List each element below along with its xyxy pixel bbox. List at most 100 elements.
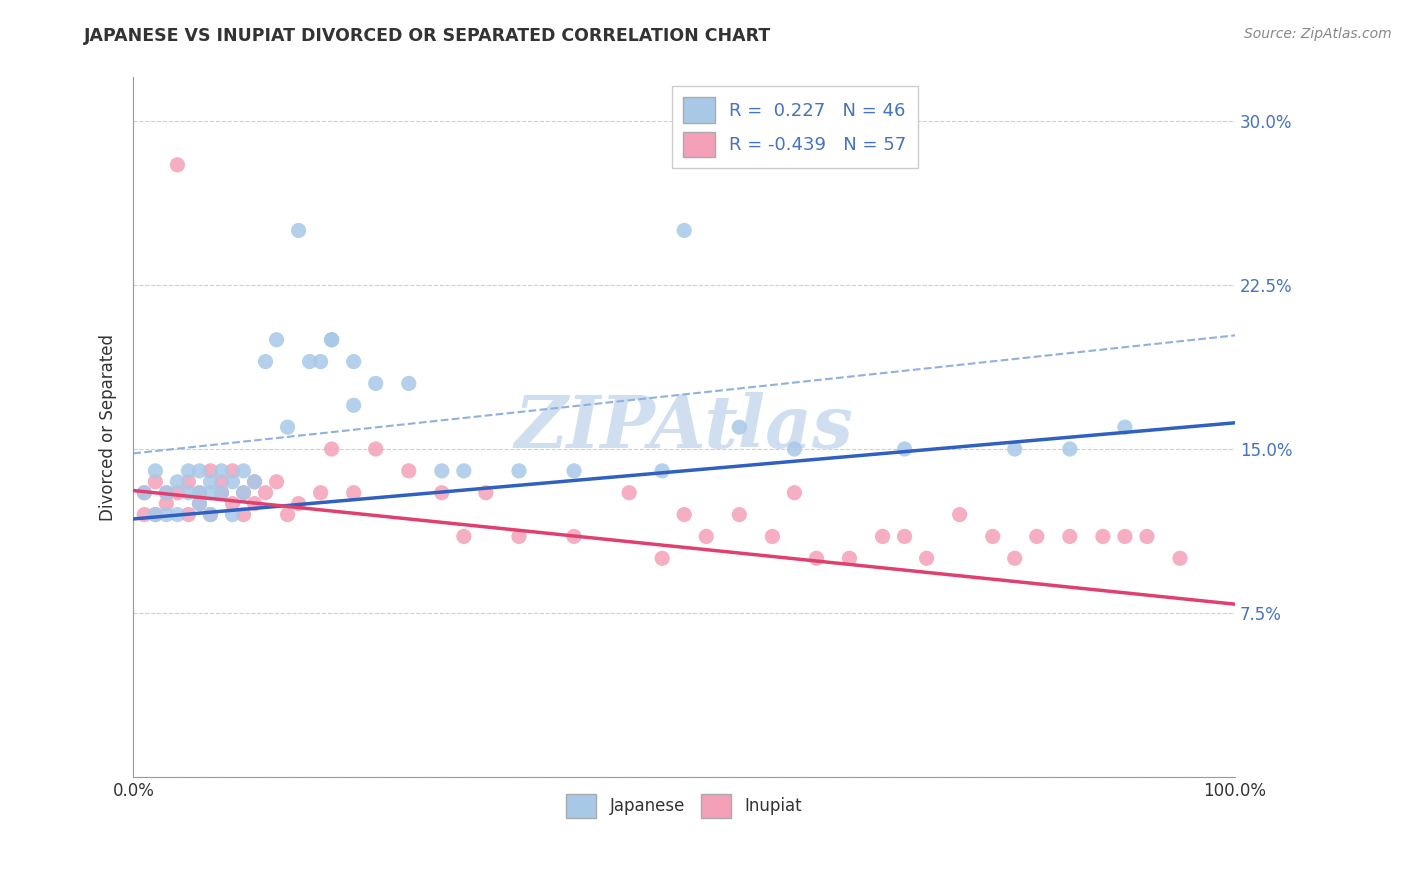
Point [145, 475, 167, 489]
Point [177, 485, 200, 500]
Point [298, 354, 321, 368]
Point [1004, 442, 1026, 456]
Legend: Japanese, Inupiat: Japanese, Inupiat [560, 788, 808, 824]
Point [188, 464, 211, 478]
Point [1059, 442, 1081, 456]
Point [1168, 551, 1191, 566]
Y-axis label: Divorced or Separated: Divorced or Separated [100, 334, 117, 521]
Point [475, 485, 498, 500]
Point [343, 398, 366, 412]
Point [309, 354, 332, 368]
Point [177, 508, 200, 522]
Point [200, 508, 222, 522]
Point [949, 508, 972, 522]
Point [562, 464, 585, 478]
Point [508, 529, 530, 543]
Point [243, 497, 266, 511]
Point [232, 485, 254, 500]
Point [872, 529, 894, 543]
Point [254, 354, 277, 368]
Point [1091, 529, 1114, 543]
Point [232, 485, 254, 500]
Point [166, 158, 188, 172]
Point [221, 508, 243, 522]
Point [145, 464, 167, 478]
Point [221, 475, 243, 489]
Point [453, 529, 475, 543]
Point [453, 464, 475, 478]
Point [915, 551, 938, 566]
Point [695, 529, 717, 543]
Point [177, 464, 200, 478]
Point [321, 333, 343, 347]
Point [221, 497, 243, 511]
Point [188, 485, 211, 500]
Point [166, 485, 188, 500]
Point [343, 485, 366, 500]
Point [188, 485, 211, 500]
Point [398, 464, 420, 478]
Point [1114, 529, 1136, 543]
Point [1059, 529, 1081, 543]
Point [1004, 551, 1026, 566]
Point [893, 442, 915, 456]
Point [134, 485, 156, 500]
Text: ZIPAtlas: ZIPAtlas [515, 392, 853, 463]
Point [981, 529, 1004, 543]
Point [188, 497, 211, 511]
Point [321, 442, 343, 456]
Point [188, 497, 211, 511]
Point [783, 442, 806, 456]
Point [211, 475, 233, 489]
Point [761, 529, 783, 543]
Point [266, 475, 288, 489]
Text: Source: ZipAtlas.com: Source: ZipAtlas.com [1244, 27, 1392, 41]
Point [562, 529, 585, 543]
Point [1114, 420, 1136, 434]
Point [309, 485, 332, 500]
Point [221, 464, 243, 478]
Point [651, 551, 673, 566]
Point [155, 485, 177, 500]
Point [1136, 529, 1159, 543]
Point [211, 485, 233, 500]
Point [134, 508, 156, 522]
Point [806, 551, 828, 566]
Point [166, 475, 188, 489]
Point [321, 333, 343, 347]
Point [155, 497, 177, 511]
Text: JAPANESE VS INUPIAT DIVORCED OR SEPARATED CORRELATION CHART: JAPANESE VS INUPIAT DIVORCED OR SEPARATE… [84, 27, 772, 45]
Point [364, 442, 387, 456]
Point [617, 485, 640, 500]
Point [673, 508, 696, 522]
Point [287, 223, 309, 237]
Point [254, 485, 277, 500]
Point [177, 475, 200, 489]
Point [728, 508, 751, 522]
Point [243, 475, 266, 489]
Point [364, 376, 387, 391]
Point [134, 485, 156, 500]
Point [430, 485, 453, 500]
Point [1025, 529, 1047, 543]
Point [673, 223, 696, 237]
Point [728, 420, 751, 434]
Point [783, 485, 806, 500]
Point [232, 508, 254, 522]
Point [232, 464, 254, 478]
Point [277, 420, 299, 434]
Point [508, 464, 530, 478]
Point [145, 508, 167, 522]
Point [343, 354, 366, 368]
Point [166, 508, 188, 522]
Point [651, 464, 673, 478]
Point [155, 508, 177, 522]
Point [211, 464, 233, 478]
Point [200, 485, 222, 500]
Point [200, 475, 222, 489]
Point [200, 464, 222, 478]
Point [287, 497, 309, 511]
Point [266, 333, 288, 347]
Point [145, 508, 167, 522]
Point [893, 529, 915, 543]
